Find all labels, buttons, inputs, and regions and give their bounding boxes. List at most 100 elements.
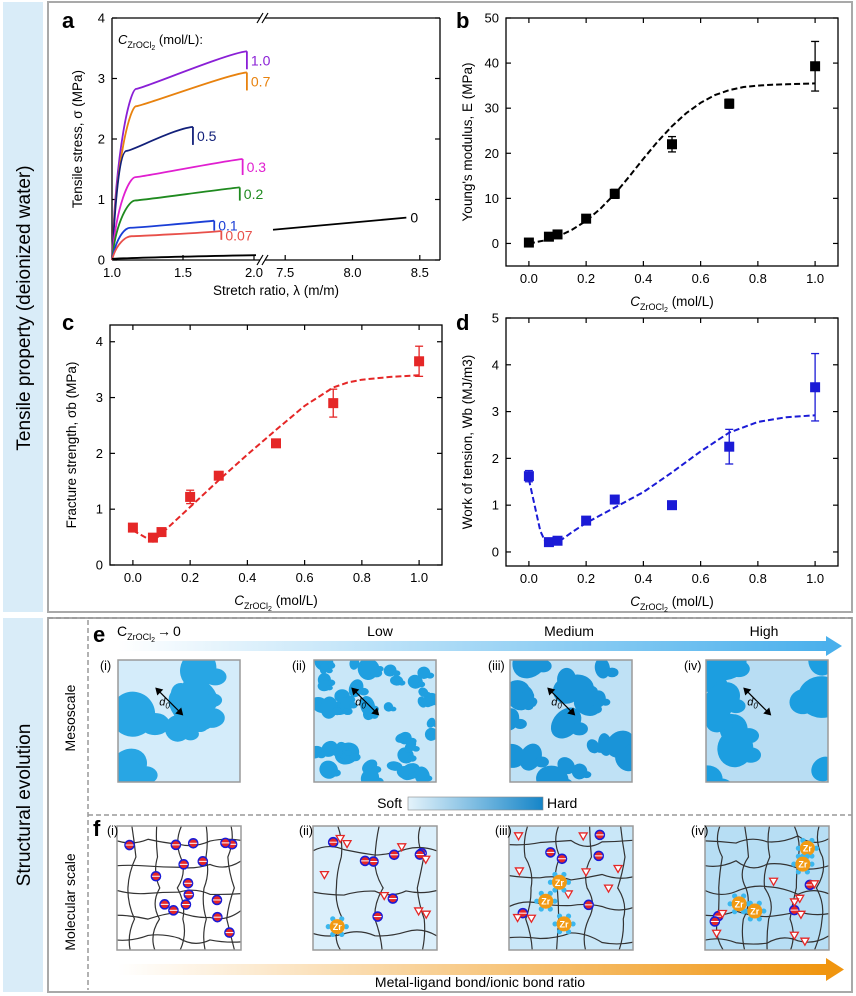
panel-letter-a: a [62,8,75,33]
polymer-chain [763,826,772,950]
axis-break [261,12,269,24]
zr-cluster: Zr [547,871,572,893]
zr-ligand [727,901,733,907]
meso-domain-lobe [720,719,734,730]
meso-domain-lobe [398,680,406,686]
meso-domain-lobe [408,772,417,779]
ligand-marker [578,832,589,842]
meso-domain-lobe [349,702,358,709]
bond-ratio-bar [118,964,828,975]
x-axis-label: Stretch ratio, λ (m/m) [213,283,339,298]
polymer-chain [523,826,533,950]
series-line [111,126,194,261]
ligand-marker [563,890,574,900]
legend-sub: ZrOCl [127,40,151,50]
data-marker [185,491,196,502]
y-tick-label: 50 [485,11,499,26]
meso-domain-lobe [570,722,588,736]
concentration-arrow-bar [118,641,828,651]
data-point [523,469,534,483]
meso-label: Mesoscale [62,684,78,751]
panel-letter-e: e [93,622,105,647]
meso-domain-lobe [570,689,588,703]
x-axis-label: CZrOCl2 (mol/L) [234,593,317,613]
meso-domain-lobe [203,668,227,686]
ionic-bond [187,837,199,849]
ligand-marker [341,839,353,849]
meso-domain-lobe [326,685,333,691]
ligand-marker [809,880,820,890]
x-tick-label: 0.2 [577,271,595,286]
polymer-chain [617,826,626,950]
meso-domain-lobe [600,698,611,706]
data-marker [552,229,563,240]
zr-label: Zr [541,897,550,907]
meso-border [705,659,829,783]
y-tick-label: 2 [492,451,499,466]
y-tick-label: 1 [96,502,103,517]
x-tick-label: 1.0 [103,265,121,280]
domain-label: d0 [551,696,562,710]
domain-d: d [355,696,362,708]
domain-arrow-head [763,707,772,716]
zr-core [747,903,763,919]
meso-domain-lobe [407,755,417,762]
meso-blobs [314,660,436,782]
meso-domain-lobe [807,700,826,715]
y-tick-label: 0 [492,236,499,251]
domain-arrow-head [371,707,380,716]
y-axis-label: Fracture strength, σb (MPa) [64,362,79,529]
ionic-bond [182,877,194,889]
meso-domain-lobe [534,660,552,673]
zr-cluster: Zr [791,853,815,875]
series-label: 0.3 [247,159,267,175]
meso-domain [536,765,569,782]
data-point [185,489,196,505]
polymer-chain [705,910,829,918]
meso-border [117,659,241,783]
meso-domain-lobe [513,718,527,729]
ionic-bond [368,856,379,867]
meso-domain-lobe [726,698,746,714]
y-tick-label: 3 [96,390,103,405]
meso-domain-lobe [424,701,432,708]
y-tick-label: 1 [492,498,499,513]
meso-blobs [510,660,632,782]
meso-domain-lobe [344,749,352,756]
data-point [271,438,281,449]
series-0.1: 0.1 [111,218,238,261]
y-tick-label: 30 [485,101,499,116]
ligand-marker [711,929,722,939]
x-tick-label: 0.4 [634,571,652,586]
meso-border [313,659,437,783]
y-tick-label: 2 [96,446,103,461]
data-marker [213,470,224,481]
x-tick-label: 1.5 [174,265,192,280]
mol-border [312,825,438,951]
meso-domain-lobe [355,663,363,668]
y-tick-label: 2 [98,132,105,147]
zr-ligand [534,898,540,904]
ionic-bond [150,870,162,882]
data-point [667,135,677,153]
data-marker [810,382,821,393]
ligand-marker [420,855,431,865]
zr-core [538,893,554,909]
meso-roman: (iii) [488,659,505,673]
plot-frame [505,17,839,267]
band-top [3,2,43,612]
ionic-bond [168,905,179,916]
meso-border [509,659,633,783]
bond-ratio-label: Metal-ligand bond/ionic bond ratio [375,974,585,990]
meso-panel-1: (i) d0 [100,659,241,783]
x-label-sub2: 2 [268,606,272,613]
ligand-marker [789,931,800,941]
domain-arrow-head [175,707,184,716]
domain-label: d0 [159,696,170,710]
data-point [213,470,224,481]
meso-domain-lobe [392,670,401,677]
polymer-chain [374,826,384,950]
mol-roman: (iv) [691,824,708,838]
zr-core [329,919,345,935]
fit-curve [527,414,816,547]
